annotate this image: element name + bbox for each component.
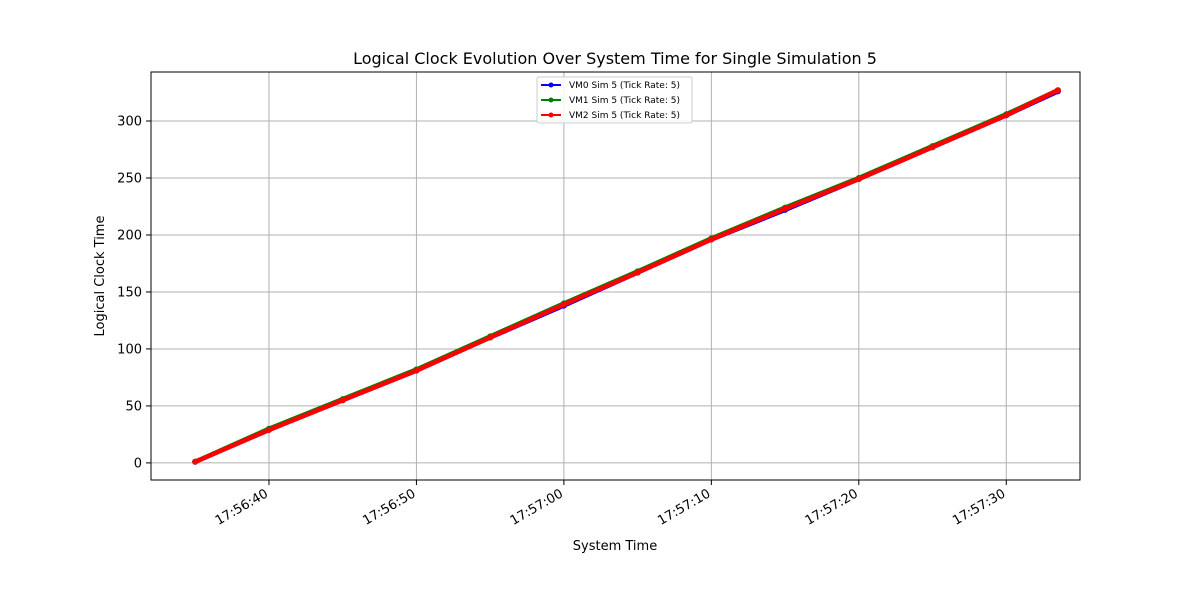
y-tick-label: 250 bbox=[117, 171, 142, 186]
legend-marker bbox=[548, 112, 554, 118]
data-point bbox=[266, 426, 272, 433]
y-tick-label: 300 bbox=[117, 115, 142, 130]
data-point bbox=[560, 301, 567, 308]
legend-box bbox=[536, 76, 693, 124]
data-point bbox=[487, 334, 494, 341]
y-tick-label: 150 bbox=[117, 285, 142, 300]
data-point bbox=[782, 205, 789, 212]
y-axis-label: Logical Clock Time bbox=[93, 216, 108, 337]
grid bbox=[151, 72, 1080, 480]
legend-item: VM0 Sim 5 (Tick Rate: 5) bbox=[541, 81, 680, 91]
data-point bbox=[413, 367, 420, 374]
legend-label: VM1 Sim 5 (Tick Rate: 5) bbox=[569, 96, 680, 106]
legend-marker bbox=[548, 82, 554, 88]
legend-item: VM2 Sim 5 (Tick Rate: 5) bbox=[541, 111, 680, 121]
legend-label: VM2 Sim 5 (Tick Rate: 5) bbox=[569, 111, 680, 121]
plot-frame bbox=[150, 71, 1081, 481]
legend-item: VM1 Sim 5 (Tick Rate: 5) bbox=[541, 96, 680, 106]
legend-label: VM0 Sim 5 (Tick Rate: 5) bbox=[569, 81, 680, 91]
x-axis-label: System Time bbox=[573, 539, 657, 554]
legend: VM0 Sim 5 (Tick Rate: 5) VM1 Sim 5 (Tick … bbox=[536, 76, 693, 124]
data-point bbox=[855, 176, 862, 183]
legend-marker bbox=[548, 97, 554, 103]
series-layer bbox=[192, 87, 1061, 465]
data-point bbox=[634, 269, 641, 276]
y-tick-label: 0 bbox=[134, 456, 142, 471]
chart-title: Logical Clock Evolution Over System Time… bbox=[353, 49, 877, 68]
data-point bbox=[339, 397, 346, 404]
data-point bbox=[708, 236, 715, 243]
series-2 bbox=[192, 87, 1061, 465]
y-tick-label: 200 bbox=[117, 228, 142, 243]
data-point bbox=[1054, 87, 1061, 94]
y-tick-label: 50 bbox=[125, 399, 142, 414]
y-tick-label: 100 bbox=[117, 342, 142, 357]
data-point bbox=[1003, 112, 1010, 119]
data-point bbox=[929, 144, 936, 151]
data-point bbox=[192, 458, 199, 465]
